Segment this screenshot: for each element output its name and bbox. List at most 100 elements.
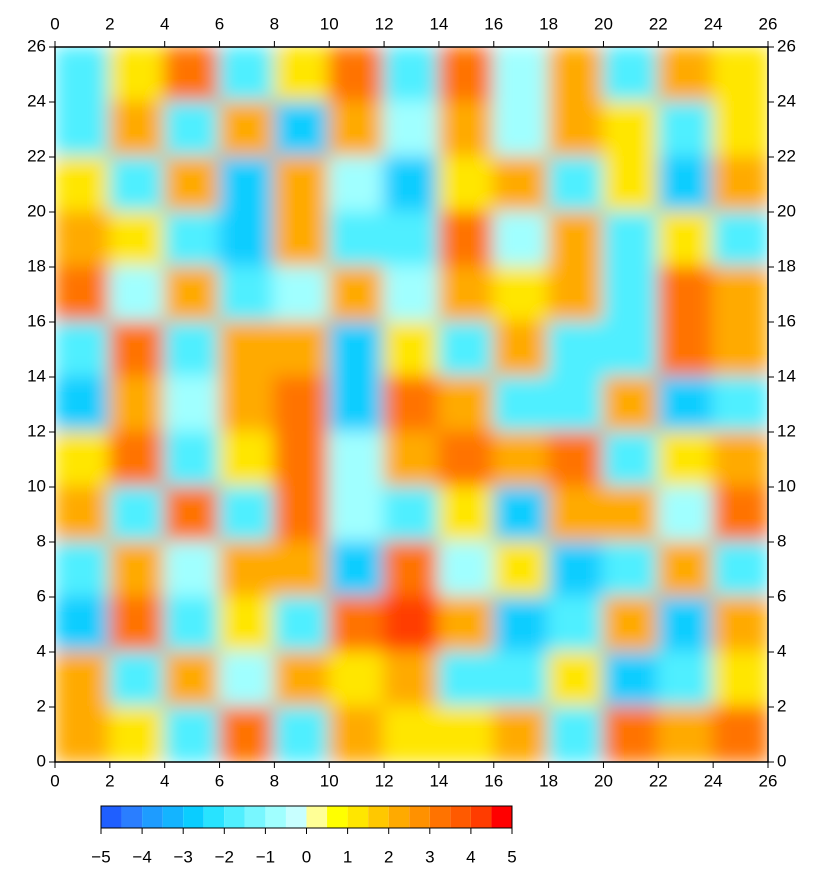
field-cell <box>328 431 386 488</box>
field-cell <box>437 101 495 158</box>
field-cell <box>602 486 660 543</box>
field-cell <box>547 651 605 708</box>
field-cell <box>602 651 660 708</box>
field-cell <box>55 321 111 378</box>
y-tick-label-right: 6 <box>777 586 786 605</box>
field-cell <box>55 541 111 598</box>
field-cell <box>383 211 440 268</box>
field-cell <box>437 266 495 323</box>
field-cell <box>273 47 331 103</box>
field-cell <box>163 321 221 378</box>
field-cell <box>657 376 715 433</box>
colorbar-bin <box>203 806 225 828</box>
y-tick-label-right: 0 <box>777 751 786 770</box>
field-cell <box>163 101 221 158</box>
field-cell <box>602 321 660 378</box>
x-tick-label: 26 <box>759 771 778 790</box>
field-cell <box>492 321 550 378</box>
y-tick-label: 12 <box>27 421 46 440</box>
field-cell <box>108 101 166 158</box>
axes: 0022446688101012121414161618182020222224… <box>27 14 796 790</box>
x-tick-label-top: 16 <box>484 14 503 33</box>
field-cell <box>218 321 276 378</box>
field-cell <box>273 211 331 268</box>
field-cell <box>163 651 221 708</box>
field-cell <box>55 156 111 213</box>
field-cell <box>547 47 605 103</box>
colorbar-bin <box>285 806 307 828</box>
field-cell <box>163 486 221 543</box>
field-cell <box>492 706 550 762</box>
field-cell <box>602 101 660 158</box>
field-cell <box>657 156 715 213</box>
field-cell <box>437 651 495 708</box>
field-cell <box>218 486 276 543</box>
y-tick-label: 6 <box>37 586 46 605</box>
x-tick-label-top: 8 <box>270 14 279 33</box>
field-cell <box>383 486 440 543</box>
field-cell <box>218 101 276 158</box>
colorbar-bin <box>142 806 163 828</box>
colorbar-tick-label: −3 <box>174 847 193 866</box>
field-cell <box>55 651 111 708</box>
field-cell <box>547 596 605 653</box>
field-cell <box>163 431 221 488</box>
field-cell <box>602 596 660 653</box>
field-cell <box>712 47 768 103</box>
colorbar-bin <box>265 806 286 828</box>
y-tick-label: 24 <box>27 91 46 110</box>
field-cell <box>108 321 166 378</box>
field-cell <box>218 211 276 268</box>
field-cell <box>437 321 495 378</box>
field-cell <box>437 486 495 543</box>
colorbar-tick-label: 5 <box>507 847 516 866</box>
field-cell <box>108 596 166 653</box>
x-tick-label-top: 4 <box>160 14 169 33</box>
field-cell <box>55 486 111 543</box>
field-cell <box>55 431 111 488</box>
colorbar-tick-label: 3 <box>425 847 434 866</box>
field-cell <box>163 541 221 598</box>
field-cell <box>602 541 660 598</box>
y-tick-label-right: 12 <box>777 421 796 440</box>
x-tick-label-top: 18 <box>539 14 558 33</box>
field-cell <box>55 101 111 158</box>
field-cell <box>108 266 166 323</box>
y-tick-label: 18 <box>27 256 46 275</box>
x-tick-label: 8 <box>270 771 279 790</box>
field-cell <box>273 706 331 762</box>
field-cell <box>602 266 660 323</box>
y-tick-label-right: 24 <box>777 91 796 110</box>
x-tick-label: 24 <box>704 771 723 790</box>
field-cell <box>712 706 768 762</box>
field-cell <box>163 211 221 268</box>
field-cell <box>657 706 715 762</box>
x-tick-label: 0 <box>50 771 59 790</box>
field-cell <box>657 211 715 268</box>
colorbar-bin <box>244 806 266 828</box>
colorbar-bin <box>388 806 410 828</box>
field-cell <box>712 486 768 543</box>
field-cell <box>218 431 276 488</box>
field-cell <box>657 47 715 103</box>
x-tick-label: 6 <box>215 771 224 790</box>
field-cell <box>163 376 221 433</box>
field-cell <box>273 376 331 433</box>
field-cell <box>547 706 605 762</box>
field-cell <box>437 596 495 653</box>
colorbar-bin <box>162 806 184 828</box>
y-tick-label-right: 10 <box>777 476 796 495</box>
y-tick-label: 4 <box>37 641 46 660</box>
field-cell <box>492 486 550 543</box>
field-cell <box>712 101 768 158</box>
field-cell <box>657 651 715 708</box>
field-cell <box>218 651 276 708</box>
colorbar-bin <box>183 806 204 828</box>
colorbar-tick-label: 4 <box>466 847 475 866</box>
field-cell <box>383 651 440 708</box>
x-tick-label-top: 12 <box>375 14 394 33</box>
x-tick-label-top: 0 <box>50 14 59 33</box>
colorbar-bin <box>470 806 492 828</box>
field-cell <box>547 376 605 433</box>
